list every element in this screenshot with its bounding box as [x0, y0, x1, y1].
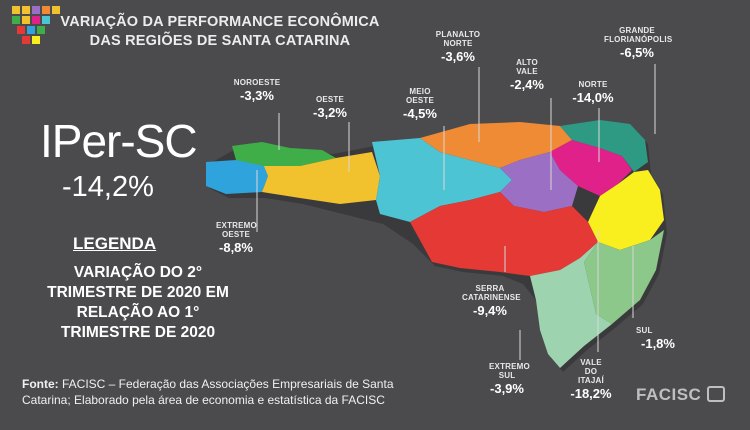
source-note: Fonte: FACISC – Federação das Associaçõe…: [22, 376, 442, 408]
region-value: -3,2%: [313, 105, 347, 120]
region-name: ALTO VALE: [516, 58, 538, 76]
legend-line: VARIAÇÃO DO 2°: [73, 264, 203, 281]
label-planalto-norte: PLANALTO NORTE -3,6%: [433, 30, 483, 63]
region-name: VALE DO ITAJAÍ: [578, 358, 604, 385]
legend-heading: LEGENDA: [73, 234, 157, 253]
region-name: PLANALTO NORTE: [435, 30, 481, 48]
brand-logo-text: FACISC: [636, 385, 702, 404]
region-value: -3,9%: [490, 381, 524, 396]
region-value: -8,8%: [219, 240, 253, 255]
region-extremo-sul: [530, 242, 612, 368]
source-label: Fonte:: [22, 377, 59, 391]
title-line-1: VARIAÇÃO DA PERFORMANCE ECONÔMICA: [60, 14, 380, 30]
label-extremo-sul: EXTREMO SUL -3,9%: [484, 362, 530, 395]
label-vale-do-itajai: VALE DO ITAJAÍ -18,2%: [566, 358, 616, 400]
region-value: -4,5%: [403, 106, 437, 121]
label-meio-oeste: MEIO OESTE -4,5%: [396, 87, 444, 120]
label-norte: NORTE -14,0%: [562, 80, 624, 104]
label-alto-vale: ALTO VALE -2,4%: [504, 58, 550, 91]
index-value: -14,2%: [62, 171, 154, 203]
region-name: NOROESTE: [233, 78, 281, 87]
region-value: -2,4%: [510, 77, 544, 92]
region-extremo-oeste: [206, 160, 268, 194]
label-serra-catarinense: SERRA CATARINENSE -9,4%: [462, 284, 521, 318]
region-name: EXTREMO SUL: [489, 362, 530, 380]
region-value: -18,2%: [570, 386, 612, 401]
region-value: -14,0%: [572, 90, 614, 105]
region-norte: [550, 140, 632, 196]
label-noroeste: NOROESTE -3,3%: [232, 78, 282, 102]
region-serra-catarinense: [410, 192, 598, 276]
region-name: GRANDE FLORIANÓPOLIS: [604, 26, 673, 44]
label-sul: SUL -1,8%: [628, 326, 688, 350]
region-planalto-norte: [420, 122, 572, 168]
region-vale-do-itajai: [588, 170, 664, 250]
region-name: MEIO OESTE: [405, 87, 435, 105]
region-name: OESTE: [315, 95, 345, 104]
legend-line: TRIMESTRE DE 2020: [60, 324, 216, 341]
label-oeste: OESTE -3,2%: [310, 95, 350, 119]
region-noroeste: [232, 142, 336, 166]
region-name: SERRA CATARINENSE: [462, 284, 521, 302]
region-value: -6,5%: [620, 45, 654, 60]
map-title: VARIAÇÃO DA PERFORMANCE ECONÔMICA DAS RE…: [0, 13, 440, 51]
region-name: NORTE: [578, 80, 608, 89]
region-name: EXTREMO OESTE: [216, 221, 257, 239]
legend-line: TRIMESTRE DE 2020 EM: [47, 284, 229, 301]
legend-text: VARIAÇÃO DO 2° TRIMESTRE DE 2020 EM RELA…: [14, 263, 262, 343]
region-grande-florianopolis: [560, 120, 648, 172]
region-alto-vale: [500, 152, 578, 212]
region-oeste: [262, 152, 380, 204]
index-name: IPer-SC: [40, 115, 198, 167]
source-line-1: FACISC – Federação das Associações Empre…: [58, 377, 394, 391]
region-value: -1,8%: [641, 336, 675, 351]
region-value: -9,4%: [473, 303, 507, 318]
brand-logo-icon: [707, 386, 725, 402]
label-grande-florianopolis: GRANDE FLORIANÓPOLIS -6,5%: [602, 26, 672, 59]
facisc-dot-logo: [12, 6, 60, 44]
label-extremo-oeste: EXTREMO OESTE -8,8%: [212, 221, 260, 254]
legend-line: RELAÇÃO AO 1°: [76, 304, 200, 321]
source-line-2: Catarina; Elaborado pela área de economi…: [22, 393, 385, 407]
region-meio-oeste: [372, 138, 512, 222]
region-name: SUL: [636, 326, 653, 335]
region-value: -3,6%: [441, 49, 475, 64]
region-value: -3,3%: [240, 88, 274, 103]
title-line-2: DAS REGIÕES DE SANTA CATARINA: [89, 33, 351, 49]
region-sul: [584, 230, 664, 324]
